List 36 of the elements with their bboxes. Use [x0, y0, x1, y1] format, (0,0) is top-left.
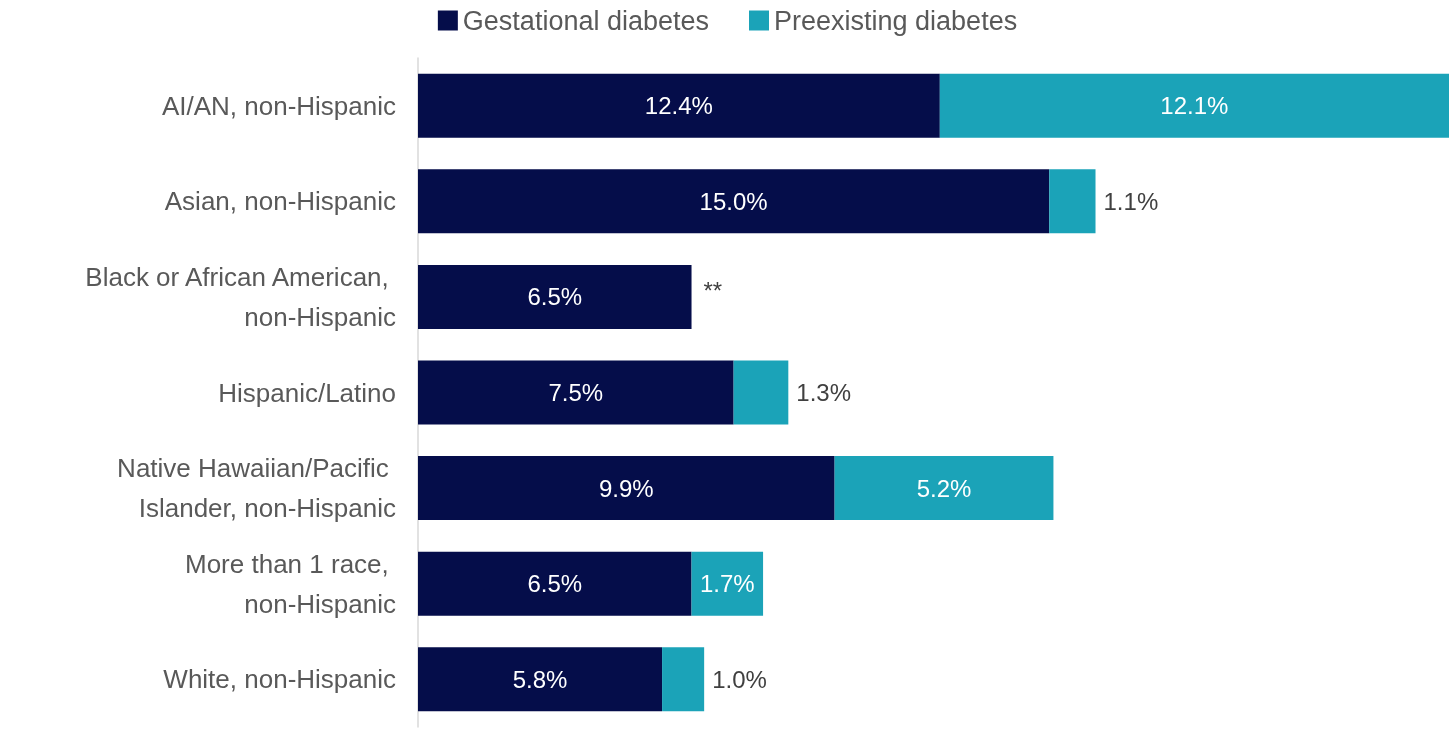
data-label: 15.0%: [699, 187, 768, 215]
bar: [418, 551, 692, 616]
y-tick-label: More than 1 race, non-Hispanic: [185, 548, 396, 619]
data-label: 9.9%: [598, 474, 654, 502]
data-label: 1.0%: [712, 665, 767, 693]
bar: [733, 360, 789, 425]
data-label: 12.1%: [1160, 92, 1229, 120]
bar: [418, 73, 940, 138]
bar: [418, 360, 734, 425]
bar: [418, 456, 835, 521]
bar: [662, 647, 705, 712]
data-label: 1.3%: [796, 379, 852, 406]
text: **: [703, 277, 723, 305]
bar: [691, 551, 764, 616]
bar: [418, 647, 663, 712]
y-tick-label: Black or African American, non-Hispanic: [85, 261, 396, 332]
data-label: 6.5%: [527, 570, 583, 598]
bar: [939, 73, 1449, 138]
data-label: 12.4%: [644, 92, 713, 120]
legend-label: Preexisting diabetes: [774, 5, 1018, 36]
data-label: 1.7%: [699, 570, 755, 598]
data-label: 7.5%: [548, 379, 604, 406]
y-tick-label: Hispanic/Latino: [218, 377, 396, 408]
y-tick-label: Asian, non-Hispanic: [164, 186, 396, 217]
data-label: 1.1%: [1103, 187, 1159, 215]
data-label: 5.2%: [916, 474, 972, 502]
bar: [418, 264, 692, 329]
data-label: 5.8%: [512, 665, 568, 693]
legend-label: Gestational diabetes: [462, 5, 710, 36]
bar: [418, 169, 1050, 234]
y-tick-label: White, non-Hispanic: [163, 664, 396, 695]
y-tick-label: AI/AN, non-Hispanic: [161, 90, 396, 121]
bar: [834, 456, 1054, 521]
y-tick-label: Native Hawaiian/Pacific Islander, non-Hispanic: [117, 453, 396, 524]
bar: [1049, 169, 1096, 234]
data-label: 6.5%: [527, 283, 583, 311]
